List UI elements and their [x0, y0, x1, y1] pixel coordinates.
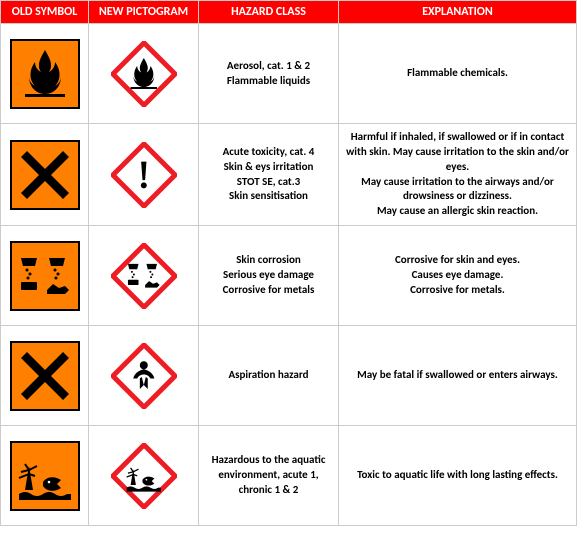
explanation-line: Corrosive for metals.: [343, 283, 572, 298]
hazard-line: Hazardous to the aquatic environment, ac…: [203, 453, 334, 498]
new-pictogram-cell: [89, 24, 199, 124]
explanation-line: Corrosive for skin and eyes.: [343, 253, 572, 268]
aquatic-icon: [10, 441, 80, 511]
explanation-line: Toxic to aquatic life with long lasting …: [343, 468, 572, 483]
x-icon: [10, 140, 80, 210]
header-row: OLD SYMBOL NEW PICTOGRAM HAZARD CLASS EX…: [1, 1, 577, 24]
col-old-symbol: OLD SYMBOL: [1, 1, 89, 24]
col-hazard-class: HAZARD CLASS: [199, 1, 339, 24]
table-row: Acute toxicity, cat. 4Skin & eys irritat…: [1, 124, 577, 226]
new-pictogram-cell: [89, 226, 199, 326]
old-symbol-cell: [1, 426, 89, 526]
table-row: Skin corrosionSerious eye damageCorrosiv…: [1, 226, 577, 326]
exclaim-pictogram-icon: [111, 142, 177, 208]
old-symbol-cell: [1, 124, 89, 226]
new-pictogram-cell: [89, 326, 199, 426]
hazard-line: Flammable liquids: [203, 74, 334, 89]
explanation-line: May cause irritation to the airways and/…: [343, 175, 572, 205]
explanation-line: Harmful if inhaled, if swallowed or if i…: [343, 130, 572, 175]
explanation-cell: Toxic to aquatic life with long lasting …: [339, 426, 577, 526]
old-symbol-cell: [1, 326, 89, 426]
col-explanation: EXPLANATION: [339, 1, 577, 24]
corrosion-icon: [10, 241, 80, 311]
explanation-line: May be fatal if swallowed or enters airw…: [343, 368, 572, 383]
hazard-line: Skin sensitisation: [203, 189, 334, 204]
explanation-line: Causes eye damage.: [343, 268, 572, 283]
hazard-line: Corrosive for metals: [203, 283, 334, 298]
hazard-line: Skin corrosion: [203, 253, 334, 268]
new-pictogram-cell: [89, 426, 199, 526]
hazard-cell: Skin corrosionSerious eye damageCorrosiv…: [199, 226, 339, 326]
hazard-line: Acute toxicity, cat. 4: [203, 145, 334, 160]
flame-pictogram-icon: [111, 41, 177, 107]
hazard-table: OLD SYMBOL NEW PICTOGRAM HAZARD CLASS EX…: [0, 0, 577, 526]
hazard-line: Skin & eys irritation: [203, 160, 334, 175]
hazard-cell: Aerosol, cat. 1 & 2Flammable liquids: [199, 24, 339, 124]
x-icon: [10, 341, 80, 411]
explanation-line: Flammable chemicals.: [343, 66, 572, 81]
table-row: Aerosol, cat. 1 & 2Flammable liquidsFlam…: [1, 24, 577, 124]
aquatic-pictogram-icon: [111, 443, 177, 509]
explanation-cell: Corrosive for skin and eyes.Causes eye d…: [339, 226, 577, 326]
hazard-line: STOT SE, cat.3: [203, 175, 334, 190]
col-new-pictogram: NEW PICTOGRAM: [89, 1, 199, 24]
hazard-cell: Acute toxicity, cat. 4Skin & eys irritat…: [199, 124, 339, 226]
old-symbol-cell: [1, 24, 89, 124]
explanation-line: May cause an allergic skin reaction.: [343, 204, 572, 219]
hazard-line: Aspiration hazard: [203, 368, 334, 383]
explanation-cell: Harmful if inhaled, if swallowed or if i…: [339, 124, 577, 226]
explanation-cell: Flammable chemicals.: [339, 24, 577, 124]
new-pictogram-cell: [89, 124, 199, 226]
table-row: Hazardous to the aquatic environment, ac…: [1, 426, 577, 526]
hazard-cell: Hazardous to the aquatic environment, ac…: [199, 426, 339, 526]
health-pictogram-icon: [111, 343, 177, 409]
hazard-cell: Aspiration hazard: [199, 326, 339, 426]
old-symbol-cell: [1, 226, 89, 326]
explanation-cell: May be fatal if swallowed or enters airw…: [339, 326, 577, 426]
table-row: Aspiration hazard May be fatal if swallow…: [1, 326, 577, 426]
corrosion-pictogram-icon: [111, 243, 177, 309]
flame-icon: [10, 39, 80, 109]
hazard-line: Serious eye damage: [203, 268, 334, 283]
hazard-line: Aerosol, cat. 1 & 2: [203, 59, 334, 74]
